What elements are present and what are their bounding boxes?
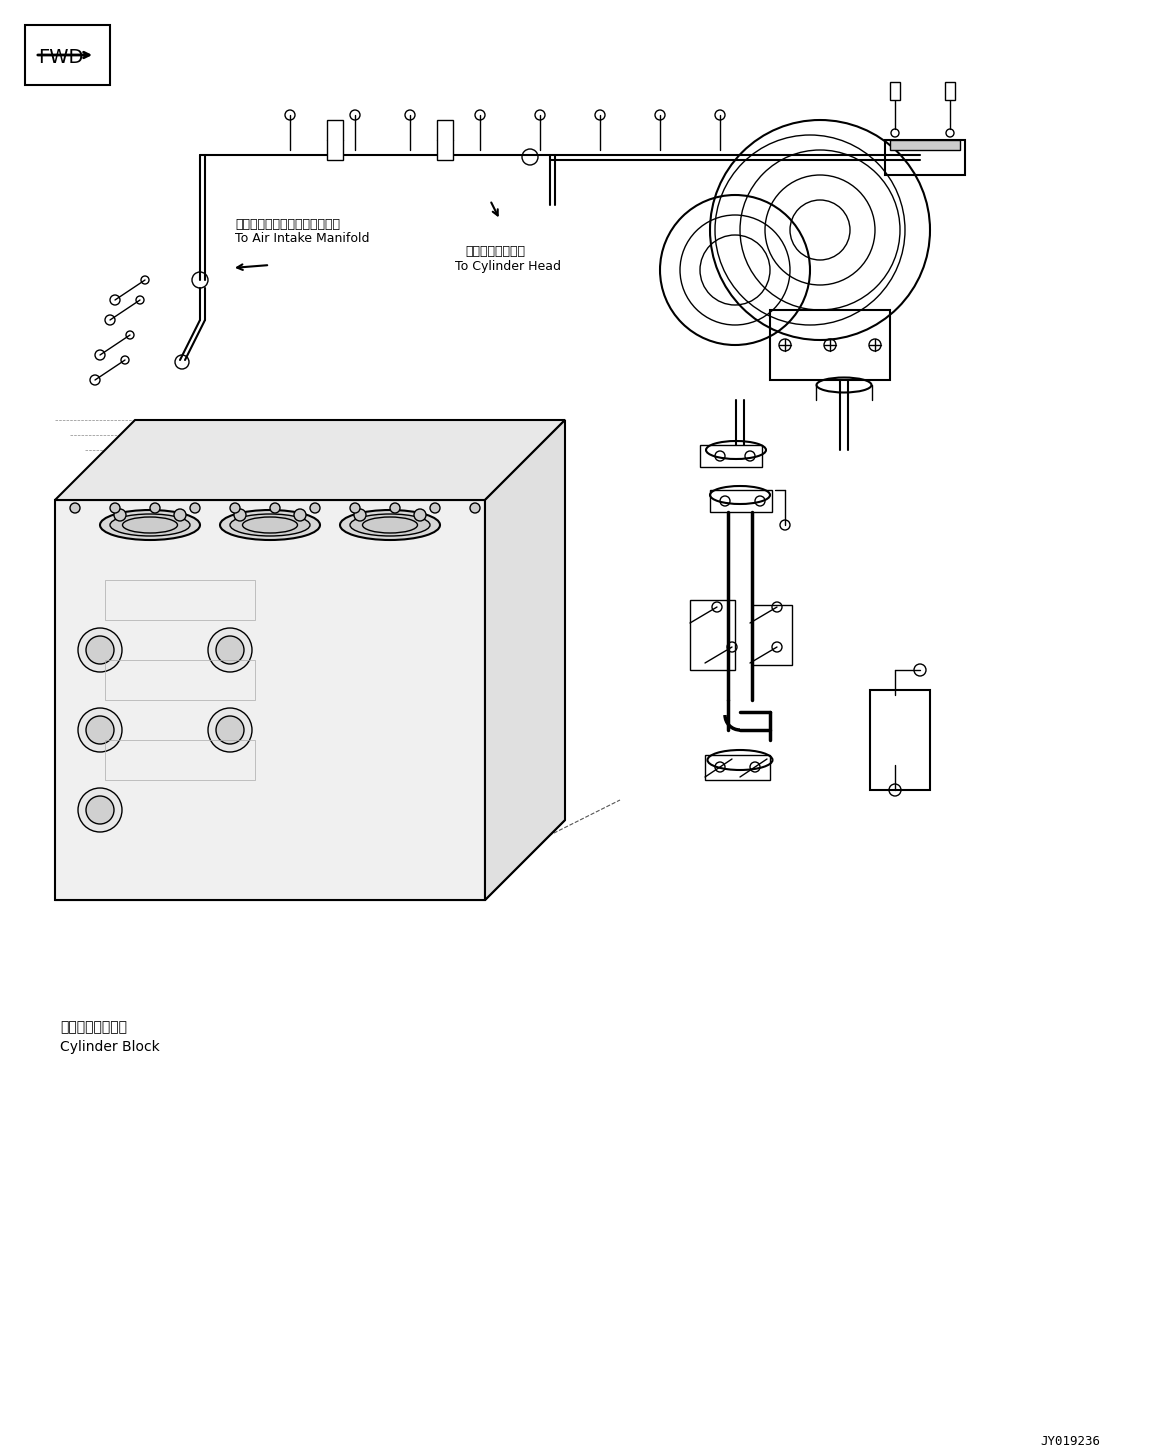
Text: エアーインテークマニホルドヘ: エアーインテークマニホルドヘ <box>235 218 340 231</box>
Circle shape <box>78 708 122 753</box>
Polygon shape <box>55 500 485 899</box>
Circle shape <box>86 796 114 824</box>
Polygon shape <box>485 420 565 899</box>
Circle shape <box>86 716 114 744</box>
Circle shape <box>78 788 122 833</box>
Text: To Cylinder Head: To Cylinder Head <box>455 260 561 273</box>
Bar <box>327 121 343 160</box>
Circle shape <box>430 503 440 513</box>
Ellipse shape <box>350 514 430 536</box>
Polygon shape <box>55 420 565 500</box>
Circle shape <box>216 636 244 664</box>
Bar <box>890 81 900 100</box>
Circle shape <box>234 509 247 522</box>
Bar <box>870 690 930 790</box>
Polygon shape <box>55 819 565 899</box>
Bar <box>437 121 454 160</box>
Bar <box>709 490 772 511</box>
Circle shape <box>86 636 114 664</box>
Circle shape <box>216 716 244 744</box>
Text: シリンダブロック: シリンダブロック <box>60 1020 127 1035</box>
Circle shape <box>78 628 122 671</box>
Bar <box>752 604 792 665</box>
Circle shape <box>70 503 80 513</box>
Circle shape <box>190 503 200 513</box>
Circle shape <box>350 503 361 513</box>
Circle shape <box>354 509 366 522</box>
Circle shape <box>270 503 280 513</box>
Circle shape <box>110 503 120 513</box>
Circle shape <box>208 708 252 753</box>
Ellipse shape <box>220 510 320 541</box>
Bar <box>24 25 110 84</box>
Ellipse shape <box>100 510 200 541</box>
Bar <box>690 600 735 670</box>
Bar <box>705 756 770 780</box>
Ellipse shape <box>230 514 311 536</box>
Circle shape <box>414 509 426 522</box>
Text: FWD: FWD <box>38 48 84 67</box>
Ellipse shape <box>110 514 190 536</box>
Circle shape <box>150 503 160 513</box>
Text: Cylinder Block: Cylinder Block <box>60 1040 159 1053</box>
Text: シリンダヘッドヘ: シリンダヘッドヘ <box>465 246 525 259</box>
Bar <box>890 139 959 150</box>
Circle shape <box>208 628 252 671</box>
Circle shape <box>390 503 400 513</box>
Circle shape <box>174 509 186 522</box>
Text: To Air Intake Manifold: To Air Intake Manifold <box>235 232 370 246</box>
Ellipse shape <box>340 510 440 541</box>
Circle shape <box>114 509 126 522</box>
Circle shape <box>230 503 240 513</box>
Bar <box>885 139 965 174</box>
Circle shape <box>294 509 306 522</box>
Circle shape <box>470 503 480 513</box>
Bar <box>700 445 762 466</box>
Bar <box>770 309 890 381</box>
Circle shape <box>311 503 320 513</box>
Text: JY019236: JY019236 <box>1040 1436 1100 1449</box>
Bar <box>946 81 955 100</box>
